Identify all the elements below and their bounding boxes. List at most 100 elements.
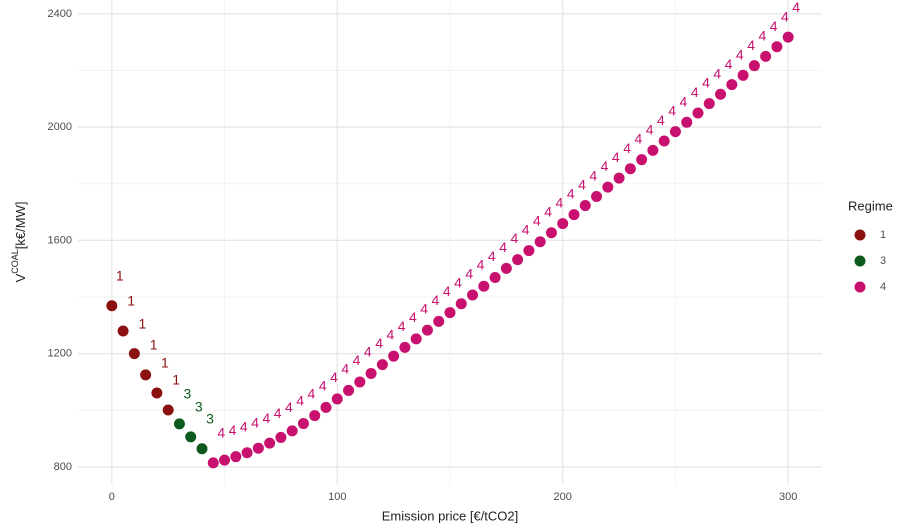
point	[421, 324, 433, 336]
point-label: 4	[409, 309, 417, 325]
y-tick-label: 800	[54, 461, 72, 473]
point-label: 4	[274, 405, 282, 421]
point-label: 1	[150, 337, 158, 353]
point	[219, 454, 231, 466]
point	[162, 404, 174, 416]
point-label: 4	[510, 230, 518, 246]
point-label: 4	[691, 84, 699, 100]
point	[703, 98, 715, 110]
point-label: 4	[747, 37, 755, 53]
point-label: 1	[161, 355, 169, 371]
y-tick-label: 1600	[48, 234, 72, 246]
point	[207, 457, 219, 469]
point	[737, 69, 749, 81]
point-label: 1	[138, 315, 146, 331]
legend-key	[854, 255, 866, 267]
legend-key	[854, 229, 866, 241]
point	[478, 280, 490, 292]
y-title-unit: [k€/MW]	[13, 202, 28, 250]
y-title-base: V	[13, 273, 28, 282]
point	[354, 376, 366, 388]
point	[365, 367, 377, 379]
legend-title: Regime	[848, 198, 893, 213]
point-label: 4	[319, 377, 327, 393]
point	[433, 315, 445, 327]
y-tick-label: 2000	[48, 121, 72, 133]
point-label: 1	[127, 293, 135, 309]
point-label: 4	[477, 257, 485, 273]
point	[376, 359, 388, 371]
point	[230, 451, 242, 463]
point	[185, 431, 197, 443]
point-label: 4	[612, 149, 620, 165]
point-label: 4	[758, 27, 766, 43]
legend-label: 1	[880, 229, 886, 241]
point	[647, 144, 659, 156]
point	[410, 333, 422, 345]
point-label: 4	[702, 75, 710, 91]
point	[489, 271, 501, 283]
point-label: 4	[499, 239, 507, 255]
point	[320, 401, 332, 413]
legend-key	[854, 281, 866, 293]
point	[602, 181, 614, 193]
point	[681, 116, 693, 128]
point-label: 4	[589, 167, 597, 183]
legend-label: 3	[880, 255, 886, 267]
point-label: 4	[465, 266, 473, 282]
point-label: 4	[601, 158, 609, 174]
point	[297, 418, 309, 430]
point	[669, 126, 681, 138]
point-label: 4	[454, 274, 462, 290]
point	[241, 447, 253, 459]
point	[252, 442, 264, 454]
point	[512, 254, 524, 266]
point-label: 4	[262, 410, 270, 426]
x-tick-label: 0	[109, 491, 115, 503]
x-tick-label: 200	[554, 491, 572, 503]
point	[624, 163, 636, 175]
y-axis-title: VCOAL[k€/MW]	[10, 202, 28, 283]
point-label: 4	[488, 248, 496, 264]
point-label: 3	[184, 386, 192, 402]
point-label: 4	[251, 414, 259, 430]
point	[151, 387, 163, 399]
point-label: 4	[353, 352, 361, 368]
point-label: 4	[341, 361, 349, 377]
point-label: 4	[375, 335, 383, 351]
point	[173, 418, 185, 430]
point-label: 3	[195, 399, 203, 415]
point	[140, 369, 152, 381]
point	[658, 135, 670, 147]
point-label: 1	[116, 267, 124, 283]
point-label: 4	[229, 422, 237, 438]
point	[343, 384, 355, 396]
point-label: 4	[556, 194, 564, 210]
point-label: 4	[792, 0, 800, 15]
point-label: 4	[240, 418, 248, 434]
point-label: 4	[646, 121, 654, 137]
point-label: 4	[443, 283, 451, 299]
point-label: 4	[770, 18, 778, 34]
point	[500, 262, 512, 274]
point	[579, 200, 591, 212]
point	[557, 218, 569, 230]
point	[388, 350, 400, 362]
point-label: 4	[725, 56, 733, 72]
point-label: 4	[296, 393, 304, 409]
point-label: 4	[736, 46, 744, 62]
point-label: 4	[634, 130, 642, 146]
point-label: 1	[172, 372, 180, 388]
point	[715, 88, 727, 100]
point	[286, 425, 298, 437]
x-axis-title: Emission price [€/tCO2]	[382, 508, 519, 523]
y-tick-label: 2400	[48, 8, 72, 20]
point-label: 4	[781, 8, 789, 24]
point-label: 4	[330, 369, 338, 385]
point	[545, 227, 557, 239]
point-label: 4	[217, 425, 225, 441]
point-label: 4	[713, 65, 721, 81]
point	[309, 410, 321, 422]
point	[726, 79, 738, 91]
